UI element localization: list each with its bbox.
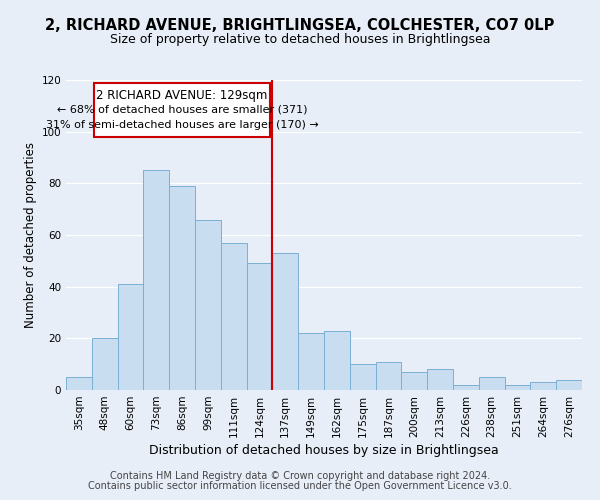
- Bar: [195, 220, 221, 390]
- Text: ← 68% of detached houses are smaller (371): ← 68% of detached houses are smaller (37…: [57, 104, 307, 115]
- Bar: [247, 264, 272, 390]
- Bar: [324, 330, 350, 390]
- Bar: [427, 370, 453, 390]
- Text: Contains public sector information licensed under the Open Government Licence v3: Contains public sector information licen…: [88, 481, 512, 491]
- Bar: [530, 382, 556, 390]
- Text: Contains HM Land Registry data © Crown copyright and database right 2024.: Contains HM Land Registry data © Crown c…: [110, 471, 490, 481]
- Bar: [118, 284, 143, 390]
- Text: 2 RICHARD AVENUE: 129sqm: 2 RICHARD AVENUE: 129sqm: [97, 89, 268, 102]
- Y-axis label: Number of detached properties: Number of detached properties: [24, 142, 37, 328]
- Text: Size of property relative to detached houses in Brightlingsea: Size of property relative to detached ho…: [110, 32, 490, 46]
- Bar: [505, 385, 530, 390]
- Bar: [66, 377, 92, 390]
- Bar: [376, 362, 401, 390]
- Bar: [298, 333, 324, 390]
- Bar: [272, 253, 298, 390]
- FancyBboxPatch shape: [94, 82, 270, 137]
- X-axis label: Distribution of detached houses by size in Brightlingsea: Distribution of detached houses by size …: [149, 444, 499, 457]
- Bar: [350, 364, 376, 390]
- Bar: [401, 372, 427, 390]
- Bar: [453, 385, 479, 390]
- Bar: [169, 186, 195, 390]
- Text: 2, RICHARD AVENUE, BRIGHTLINGSEA, COLCHESTER, CO7 0LP: 2, RICHARD AVENUE, BRIGHTLINGSEA, COLCHE…: [46, 18, 554, 32]
- Bar: [221, 243, 247, 390]
- Bar: [556, 380, 582, 390]
- Bar: [92, 338, 118, 390]
- Bar: [479, 377, 505, 390]
- Text: 31% of semi-detached houses are larger (170) →: 31% of semi-detached houses are larger (…: [46, 120, 319, 130]
- Bar: [143, 170, 169, 390]
